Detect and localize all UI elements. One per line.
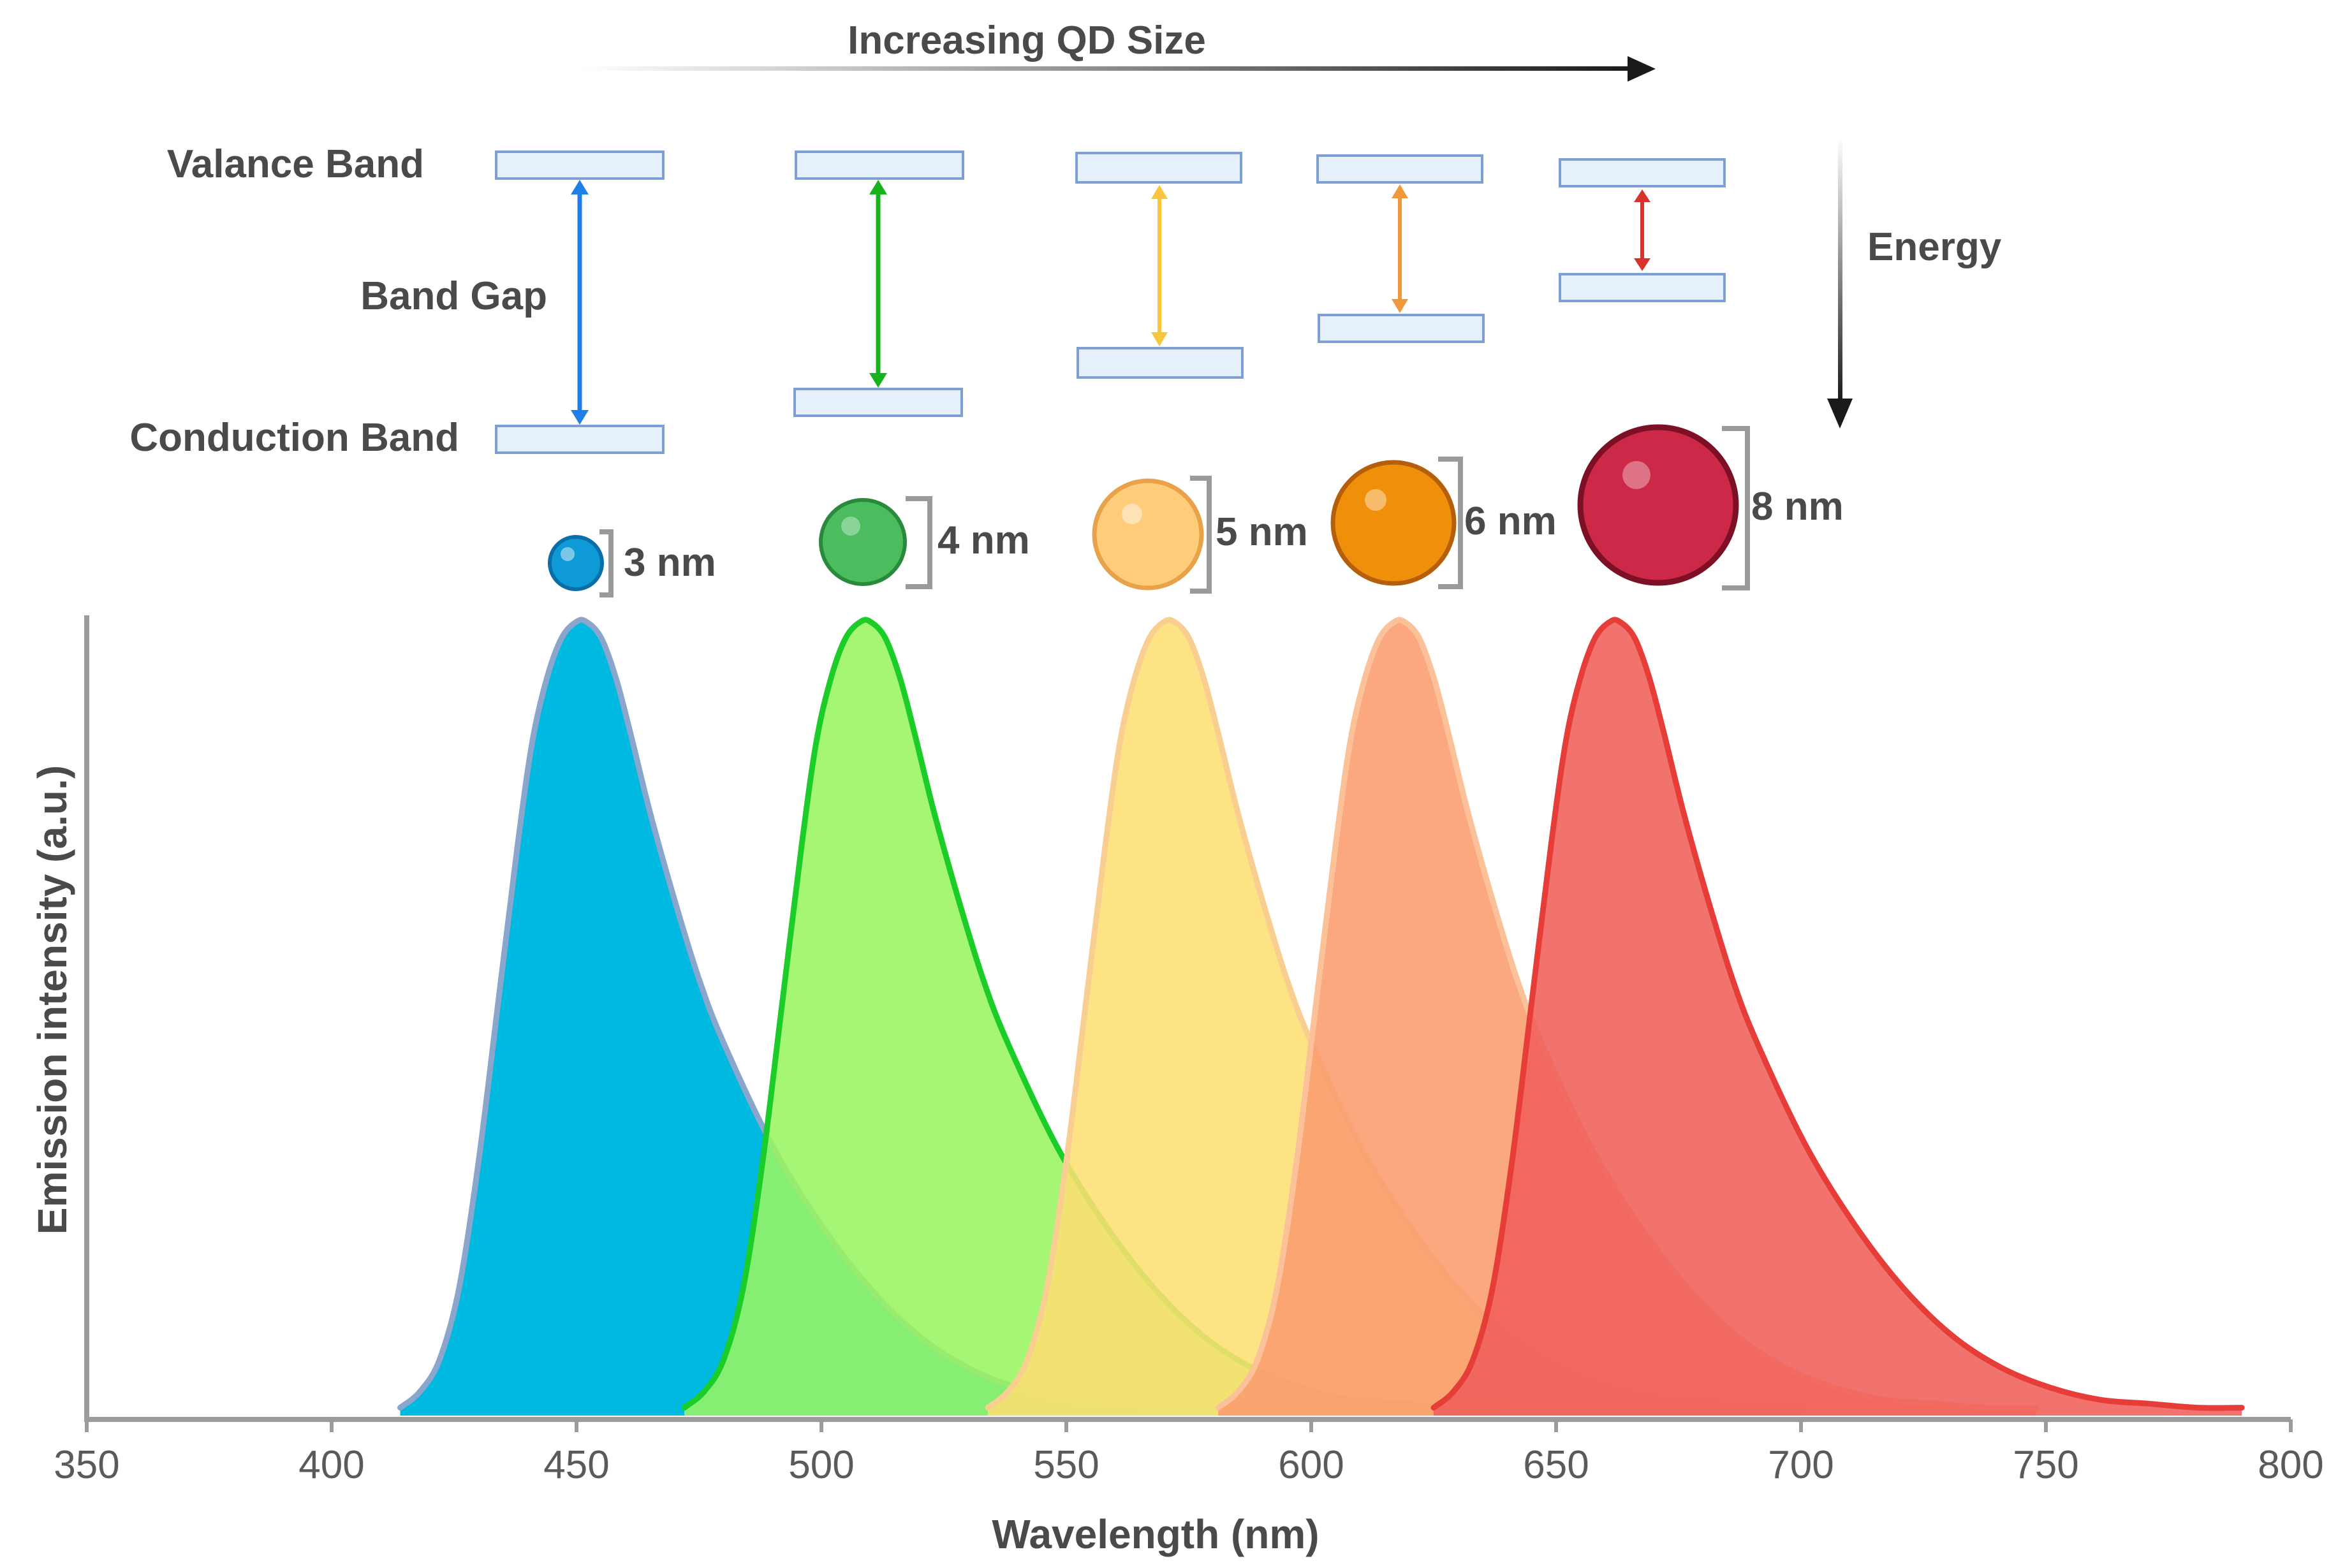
qd-6nm-label: 6 nm: [1464, 499, 1557, 543]
x-tick-label: 700: [1768, 1443, 1834, 1487]
qd-3nm-highlight: [561, 547, 575, 561]
qd-4nm: 4 nm: [819, 496, 1030, 589]
conduction-band-label: Conduction Band: [129, 416, 459, 460]
band-gap-arrow-head: [1392, 184, 1408, 198]
conduction-band: [495, 425, 665, 454]
valence-band: [1075, 152, 1242, 184]
conduction-band: [793, 388, 963, 417]
band-gap-arrow-head: [1634, 189, 1650, 202]
band-gap-arrow-head: [1392, 299, 1408, 313]
qd-8nm-highlight: [1622, 461, 1650, 489]
qd-5nm-bracket: [1190, 476, 1212, 594]
qd-5nm: 5 nm: [1092, 476, 1308, 594]
band-gap-arrow-head: [571, 410, 589, 425]
x-tick-label: 550: [1033, 1443, 1099, 1487]
qd-3nm-sphere: [548, 535, 604, 591]
x-tick-label: 450: [543, 1443, 609, 1487]
qd-3nm-label: 3 nm: [624, 541, 716, 585]
emission-area-5nm: [988, 619, 1801, 1416]
emission-area-6nm: [1218, 619, 2036, 1416]
y-axis-label: Emission intensity (a.u.): [29, 765, 75, 1235]
qd-4nm-highlight: [841, 517, 860, 536]
valence-band: [795, 150, 964, 180]
size-arrow: Increasing QD Size: [580, 18, 1656, 82]
valence-band: [1316, 154, 1483, 184]
valence-band: [1559, 158, 1726, 187]
emission-area-8nm: [1434, 619, 2242, 1416]
band-gap-arrow-head: [869, 180, 887, 194]
qd-8nm-bracket: [1722, 426, 1750, 590]
size-arrow-head: [1628, 56, 1656, 82]
valence-band-label: Valance Band: [167, 142, 424, 186]
conduction-band: [1318, 314, 1485, 343]
qd-3nm-bracket: [599, 529, 614, 597]
band-gap-arrow-head: [1634, 258, 1650, 271]
band-gap-arrow-head: [1151, 185, 1168, 199]
band-gap-arrow-head: [1151, 332, 1168, 346]
valence-band: [495, 150, 665, 180]
qd-5nm-label: 5 nm: [1216, 510, 1308, 554]
x-tick-label: 800: [2258, 1443, 2323, 1487]
energy-arrow: Energy: [1827, 137, 2002, 429]
emission-area-4nm: [684, 619, 1508, 1416]
conduction-band: [1077, 347, 1244, 379]
qd-4nm-bracket: [906, 496, 932, 589]
qd-4nm-label: 4 nm: [937, 518, 1030, 562]
x-tick-label: 650: [1523, 1443, 1589, 1487]
band-gap-label: Band Gap: [360, 274, 547, 318]
emission-curves: [397, 617, 2245, 1416]
qd-8nm: 8 nm: [1577, 424, 1844, 590]
qd-6nm: 6 nm: [1330, 457, 1557, 589]
quantum-dots: 3 nm 4 nm 5 nm 6 nm 8 nm: [548, 424, 1844, 597]
x-tick-label: 600: [1278, 1443, 1344, 1487]
qd-3nm: 3 nm: [548, 529, 716, 597]
size-arrow-shaft: [580, 66, 1633, 71]
qd-8nm-label: 8 nm: [1751, 485, 1844, 529]
qd-8nm-sphere: [1577, 424, 1739, 586]
qd-6nm-sphere: [1330, 460, 1457, 586]
x-tick-label: 750: [2013, 1443, 2078, 1487]
qd-6nm-highlight: [1365, 489, 1386, 511]
qd-4nm-sphere: [819, 498, 907, 586]
chart-axes: 350 400 450 500 550 600 650 700 750 800: [54, 615, 2324, 1487]
size-arrow-label: Increasing QD Size: [848, 18, 1206, 62]
x-tick-label: 350: [54, 1443, 119, 1487]
qd-5nm-sphere: [1092, 478, 1204, 590]
x-axis-label: Wavelength (nm): [992, 1511, 1319, 1557]
band-diagram: [495, 150, 1726, 454]
energy-arrow-shaft: [1838, 137, 1842, 402]
x-ticks: 350 400 450 500 550 600 650 700 750 800: [54, 1419, 2324, 1487]
conduction-band: [1559, 273, 1726, 302]
energy-label: Energy: [1867, 225, 2002, 269]
band-gap-arrow-head: [571, 180, 589, 194]
emission-area-3nm: [400, 619, 1214, 1416]
band-gap-arrow-head: [869, 373, 887, 388]
qd-5nm-highlight: [1122, 504, 1142, 524]
qd-6nm-bracket: [1438, 457, 1463, 589]
x-tick-label: 400: [298, 1443, 364, 1487]
x-tick-label: 500: [788, 1443, 854, 1487]
energy-arrow-head: [1827, 399, 1853, 429]
emission-line-8nm: [1430, 617, 2245, 1411]
